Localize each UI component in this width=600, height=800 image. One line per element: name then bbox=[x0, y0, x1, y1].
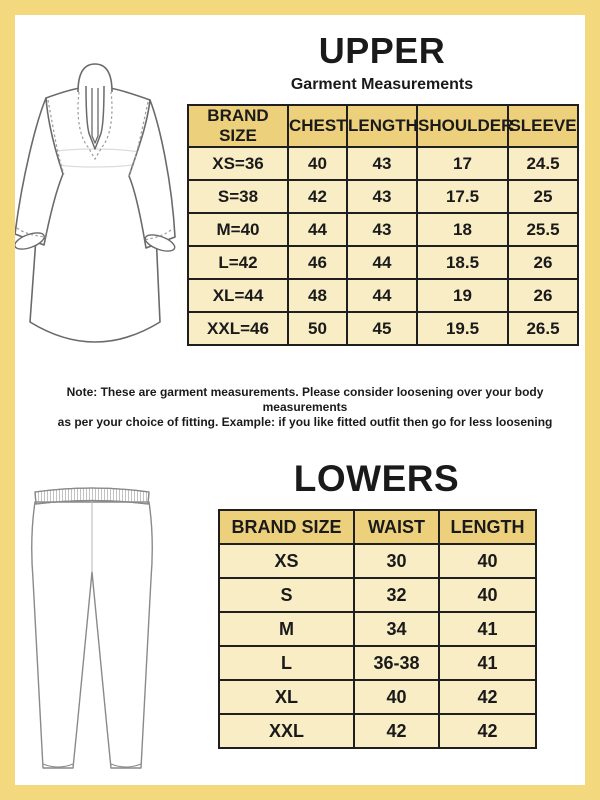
table-row: XS=36 40 43 17 24.5 bbox=[187, 146, 579, 181]
kurta-illustration bbox=[15, 63, 176, 343]
table-cell: 34 bbox=[353, 611, 440, 647]
table-cell: 40 bbox=[438, 577, 537, 613]
table-cell: S=38 bbox=[187, 179, 289, 214]
table-cell: 19.5 bbox=[416, 311, 509, 346]
column-header: WAIST bbox=[353, 509, 440, 545]
table-cell: 42 bbox=[438, 679, 537, 715]
table-cell: 26.5 bbox=[507, 311, 579, 346]
table-row: XXL=46 50 45 19.5 26.5 bbox=[187, 311, 579, 346]
table-cell: 42 bbox=[438, 713, 537, 749]
note-line-1: Note: These are garment measurements. Pl… bbox=[66, 385, 544, 414]
measurement-note: Note: These are garment measurements. Pl… bbox=[25, 385, 585, 430]
table-cell: M bbox=[218, 611, 355, 647]
table-cell: 32 bbox=[353, 577, 440, 613]
table-row: L 36-38 41 bbox=[218, 645, 537, 681]
column-header: LENGTH bbox=[438, 509, 537, 545]
table-cell: 18 bbox=[416, 212, 509, 247]
upper-measurements-table: BRAND SIZE CHEST LENGTH SHOULDER SLEEVE XS=36… bbox=[187, 104, 579, 346]
column-header: SHOULDER bbox=[416, 104, 513, 148]
table-cell: 43 bbox=[346, 146, 418, 181]
table-cell: 42 bbox=[287, 179, 348, 214]
table-cell: 17.5 bbox=[416, 179, 509, 214]
upper-section-title: UPPER bbox=[318, 30, 446, 71]
table-cell: 41 bbox=[438, 645, 537, 681]
lowers-section-title: LOWERS bbox=[293, 458, 460, 499]
upper-section-subtitle: Garment Measurements bbox=[290, 76, 474, 93]
table-cell: 18.5 bbox=[416, 245, 509, 280]
table-cell: XS=36 bbox=[187, 146, 289, 181]
table-row: XXL 42 42 bbox=[218, 713, 537, 749]
table-row: M 34 41 bbox=[218, 611, 537, 647]
table-cell: 41 bbox=[438, 611, 537, 647]
table-cell: 40 bbox=[438, 543, 537, 579]
table-cell: 40 bbox=[287, 146, 348, 181]
lowers-measurements-table: BRAND SIZE WAIST LENGTH XS 30 40 S 32 40 M 34 41 L 36… bbox=[218, 509, 537, 749]
table-cell: 17 bbox=[416, 146, 509, 181]
table-cell: 40 bbox=[353, 679, 440, 715]
table-cell: 26 bbox=[507, 245, 579, 280]
column-header: SLEEVE bbox=[507, 104, 579, 148]
table-cell: 26 bbox=[507, 278, 579, 313]
table-row: S 32 40 bbox=[218, 577, 537, 613]
table-cell: M=40 bbox=[187, 212, 289, 247]
table-cell: 43 bbox=[346, 212, 418, 247]
note-line-2: as per your choice of fitting. Example: … bbox=[57, 415, 553, 429]
table-cell: XL bbox=[218, 679, 355, 715]
table-row: L=42 46 44 18.5 26 bbox=[187, 245, 579, 280]
table-cell: 42 bbox=[353, 713, 440, 749]
table-cell: XXL=46 bbox=[187, 311, 289, 346]
table-cell: S bbox=[218, 577, 355, 613]
table-cell: 44 bbox=[346, 245, 418, 280]
table-cell: 24.5 bbox=[507, 146, 579, 181]
table-header-row: BRAND SIZE WAIST LENGTH bbox=[218, 509, 537, 545]
column-header: BRAND SIZE bbox=[218, 509, 355, 545]
table-cell: L bbox=[218, 645, 355, 681]
table-cell: 44 bbox=[287, 212, 348, 247]
column-header: CHEST bbox=[287, 104, 348, 148]
table-cell: XS bbox=[218, 543, 355, 579]
table-cell: 44 bbox=[346, 278, 418, 313]
table-cell: 45 bbox=[346, 311, 418, 346]
table-cell: 30 bbox=[353, 543, 440, 579]
table-cell: 48 bbox=[287, 278, 348, 313]
table-row: XL 40 42 bbox=[218, 679, 537, 715]
table-cell: 25 bbox=[507, 179, 579, 214]
column-header: BRAND SIZE bbox=[187, 104, 289, 148]
table-row: S=38 42 43 17.5 25 bbox=[187, 179, 579, 214]
table-row: XL=44 48 44 19 26 bbox=[187, 278, 579, 313]
table-cell: 36-38 bbox=[353, 645, 440, 681]
table-cell: 46 bbox=[287, 245, 348, 280]
table-cell: 19 bbox=[416, 278, 509, 313]
table-cell: 25.5 bbox=[507, 212, 579, 247]
column-header: LENGTH bbox=[346, 104, 418, 148]
table-cell: L=42 bbox=[187, 245, 289, 280]
table-cell: XL=44 bbox=[187, 278, 289, 313]
table-cell: 50 bbox=[287, 311, 348, 346]
table-row: M=40 44 43 18 25.5 bbox=[187, 212, 579, 247]
table-cell: XXL bbox=[218, 713, 355, 749]
table-cell: 43 bbox=[346, 179, 418, 214]
table-header-row: BRAND SIZE CHEST LENGTH SHOULDER SLEEVE bbox=[187, 104, 579, 148]
leggings-illustration bbox=[30, 487, 154, 769]
table-row: XS 30 40 bbox=[218, 543, 537, 579]
